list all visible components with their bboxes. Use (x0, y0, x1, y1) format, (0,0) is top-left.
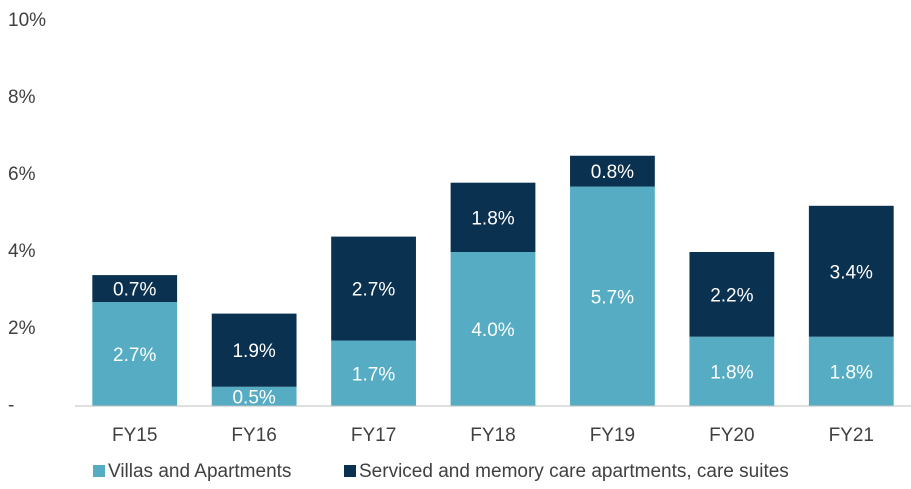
data-label: 1.8% (471, 208, 514, 229)
data-label: 4.0% (471, 320, 514, 341)
bar-segment (211, 386, 297, 406)
bar-segment (570, 155, 655, 187)
x-tick-label: FY21 (829, 425, 874, 446)
bar-segment (570, 186, 655, 406)
x-tick-label: FY16 (231, 425, 276, 446)
data-label: 0.5% (232, 387, 275, 408)
bar-segment (808, 336, 894, 406)
data-label: 2.7% (352, 280, 395, 301)
x-tick-label: FY19 (590, 425, 635, 446)
data-label: 2.7% (113, 345, 156, 366)
y-tick-label: 2% (8, 318, 36, 339)
data-label: 1.7% (352, 364, 395, 385)
legend-label: Villas and Apartments (108, 461, 291, 482)
data-label: 1.8% (710, 362, 753, 383)
y-tick-label: 8% (8, 87, 36, 108)
y-tick-label: 6% (8, 164, 36, 185)
bar-segment (92, 302, 178, 406)
data-label: 2.2% (710, 285, 753, 306)
y-tick-label: 4% (8, 241, 36, 262)
x-tick-label: FY18 (470, 425, 515, 446)
data-label: 0.8% (591, 162, 634, 183)
x-tick-label: FY17 (351, 425, 396, 446)
bar-segment (808, 205, 894, 337)
legend-swatch (93, 465, 105, 477)
x-tick-label: FY20 (709, 425, 754, 446)
data-label: 3.4% (830, 262, 873, 283)
data-label: 5.7% (591, 287, 634, 308)
legend-swatch (344, 465, 356, 477)
bar-segment (450, 252, 536, 406)
x-tick-label: FY15 (112, 425, 157, 446)
bar-segment (689, 252, 775, 337)
bar-segment (331, 340, 416, 406)
bar-segment (689, 336, 775, 406)
legend-label: Serviced and memory care apartments, car… (359, 461, 789, 482)
y-tick-label: - (8, 395, 14, 416)
bar-segment (331, 236, 416, 341)
data-label: 0.7% (113, 280, 156, 301)
bar-segment (211, 313, 297, 387)
bar-segment (92, 275, 178, 303)
data-label: 1.9% (232, 341, 275, 362)
y-tick-label: 10% (8, 10, 46, 31)
bar-segment (450, 182, 536, 252)
data-label: 1.8% (830, 362, 873, 383)
